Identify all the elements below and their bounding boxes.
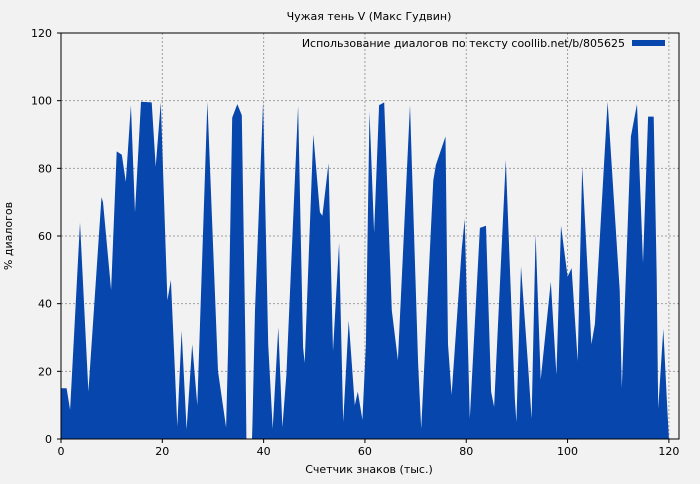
legend: Использование диалогов по тексту coollib… xyxy=(302,37,665,50)
x-axis-label: Счетчик знаков (тыс.) xyxy=(305,463,433,476)
x-tick-label: 20 xyxy=(155,445,169,458)
y-tick-label: 120 xyxy=(31,27,52,40)
y-tick-label: 0 xyxy=(45,433,52,446)
y-tick-label: 60 xyxy=(38,230,52,243)
y-tick-label: 40 xyxy=(38,298,52,311)
y-tick-label: 100 xyxy=(31,95,52,108)
legend-swatch xyxy=(632,40,665,46)
y-axis-label: % диалогов xyxy=(2,202,15,270)
series-area xyxy=(61,101,669,439)
y-tick-label: 20 xyxy=(38,365,52,378)
plot-area xyxy=(61,101,669,439)
x-tick-label: 120 xyxy=(658,445,679,458)
x-tick-label: 0 xyxy=(58,445,65,458)
x-tick-label: 100 xyxy=(557,445,578,458)
axis-ticks: 0 20 40 60 80 100 120 0 20 40 60 80 100 120 xyxy=(31,27,679,458)
legend-label: Использование диалогов по тексту coollib… xyxy=(302,37,625,50)
x-tick-label: 60 xyxy=(358,445,372,458)
chart-title: Чужая тень V (Макс Гудвин) xyxy=(287,10,452,23)
y-tick-label: 80 xyxy=(38,162,52,175)
x-tick-label: 40 xyxy=(257,445,271,458)
x-tick-label: 80 xyxy=(459,445,473,458)
